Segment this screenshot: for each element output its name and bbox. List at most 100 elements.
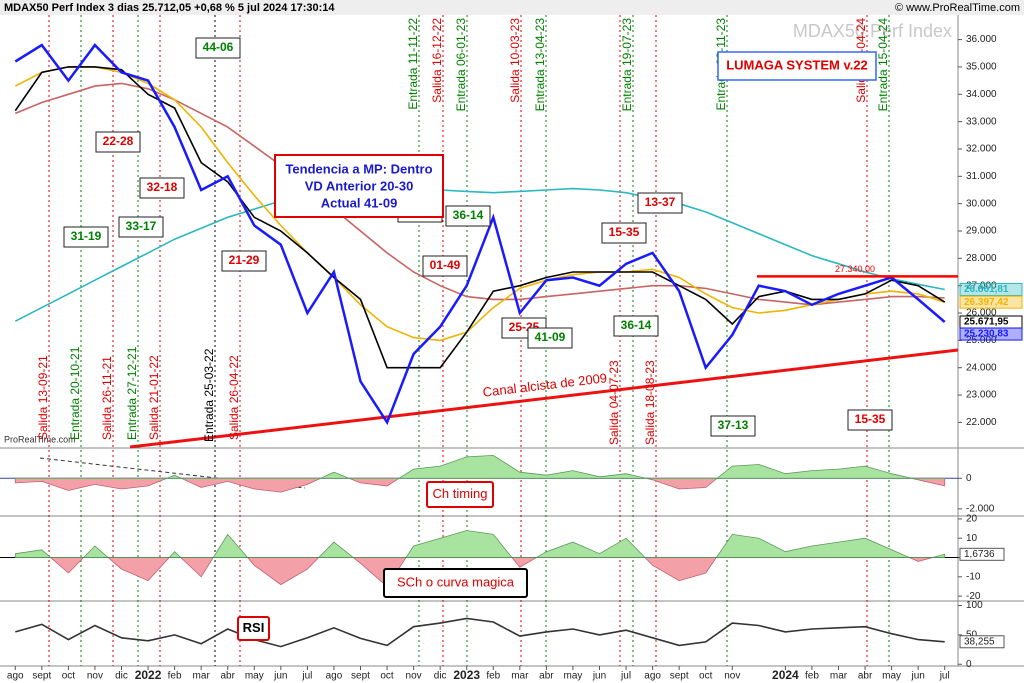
signal-box-label: 31-19 <box>71 229 102 243</box>
signal-box-label: 01-49 <box>430 258 461 272</box>
x-tick-label: oct <box>62 671 76 682</box>
signal-label: Entrada 19-07-23 <box>620 18 634 112</box>
y-tick-label: 0 <box>966 659 972 670</box>
panel-title: RSI <box>243 620 265 635</box>
x-tick-label: jun <box>910 671 924 682</box>
signal-box <box>710 415 756 437</box>
y-tick-label: 23.000 <box>966 390 997 401</box>
price-label: 26.397,42 <box>964 297 1009 308</box>
trend-box <box>274 154 444 218</box>
trend-box-line: Actual 41-09 <box>321 195 398 210</box>
signal-box-label: 15-35 <box>609 225 640 239</box>
signal-label: Entrada 20-10-21 <box>68 346 82 440</box>
value-label-box <box>959 547 1005 561</box>
y-tick-label: 35.000 <box>966 62 997 73</box>
trend-channel <box>129 348 959 449</box>
signal-box <box>847 409 893 431</box>
signal-box-label: 41-09 <box>535 330 566 344</box>
signal-label: Salida 16-12-22 <box>430 18 444 103</box>
x-tick-label: jul <box>939 671 950 682</box>
x-tick-label: dic <box>434 671 447 682</box>
price-label-box <box>959 295 1023 309</box>
signal-label: Entrada 06-01-23 <box>454 18 468 112</box>
signal-label: Entrada 25-03-22 <box>202 348 216 442</box>
indicator-line <box>15 617 945 648</box>
x-tick-label: feb <box>486 671 500 682</box>
signal-label: Entrada 11-11-22 <box>406 18 420 110</box>
signal-box-label: 22-28 <box>103 134 134 148</box>
signal-box-label: 36-14 <box>621 318 652 332</box>
y-tick-label: 33.000 <box>966 116 997 127</box>
x-tick-label: jun <box>273 671 287 682</box>
area-positive <box>14 530 946 558</box>
y-tick-label: 10 <box>966 533 978 544</box>
area-negative <box>14 479 946 493</box>
y-tick-label: 36.000 <box>966 34 997 45</box>
x-tick-label: jun <box>592 671 606 682</box>
x-tick-label: mar <box>511 671 529 682</box>
x-tick-label: abr <box>220 671 235 682</box>
price-label: 26.861,81 <box>964 284 1009 295</box>
signal-box-label: 33-17 <box>126 219 157 233</box>
signal-box <box>445 205 491 227</box>
x-tick-label: feb <box>805 671 819 682</box>
x-tick-label: jul <box>620 671 631 682</box>
series-line <box>14 187 945 322</box>
system-label: LUMAGA SYSTEM v.22 <box>726 57 868 72</box>
x-tick-label: sept <box>32 671 51 682</box>
signal-label: Salida 10-03-23 <box>508 18 522 103</box>
signal-label: Entrada 27-12-21 <box>125 346 139 440</box>
source: ProRealTime.com <box>4 434 76 444</box>
series-line <box>14 43 946 426</box>
value-label-box <box>959 635 1005 649</box>
signal-box <box>63 226 109 248</box>
signal-box-label: 36-14 <box>453 208 484 222</box>
x-tick-label: may <box>245 671 264 682</box>
y-tick-label: 0 <box>966 473 972 484</box>
signal-label: Salida 26-04-22 <box>227 355 241 440</box>
system-box <box>717 51 877 81</box>
price-label: 25.230,83 <box>964 329 1009 340</box>
signal-label: Salida 18-08-23 <box>643 360 657 445</box>
value-label: 1,6736 <box>964 549 995 560</box>
trend-box-line: Tendencia a MP: Dentro <box>285 161 432 176</box>
signal-box <box>221 250 267 272</box>
signal-box <box>422 255 468 277</box>
x-tick-label: 2024 <box>772 668 799 682</box>
x-tick-label: sept <box>670 671 689 682</box>
y-tick-label: 30.000 <box>966 198 997 209</box>
x-tick-label: nov <box>406 671 422 682</box>
x-tick-label: oct <box>380 671 394 682</box>
y-tick-label: -20 <box>966 591 981 602</box>
series-line <box>14 66 945 342</box>
trend-dashed <box>39 457 306 489</box>
area-positive <box>14 454 946 479</box>
watermark: MDAX50 Perf Index <box>793 21 952 41</box>
y-tick-label: 31.000 <box>966 171 997 182</box>
x-tick-label: nov <box>87 671 103 682</box>
x-tick-label: oct <box>699 671 713 682</box>
x-tick-label: dic <box>115 671 128 682</box>
signal-box-label: 44-06 <box>203 40 234 54</box>
y-tick-label: -10 <box>966 571 981 582</box>
y-tick-label: -2.000 <box>966 504 995 515</box>
x-tick-label: feb <box>168 671 182 682</box>
signal-box <box>601 222 647 244</box>
panel-title-box <box>237 616 270 641</box>
panel-title-box <box>383 568 528 598</box>
y-tick-label: 50 <box>966 630 978 641</box>
signal-box <box>95 131 141 153</box>
signal-box <box>527 327 573 349</box>
signal-label: Entrada 13-04-23 <box>533 18 547 112</box>
y-tick-label: 27.000 <box>966 280 997 291</box>
x-tick-label: 2023 <box>453 668 480 682</box>
x-tick-label: mar <box>830 671 848 682</box>
panel-title: Ch timing <box>433 486 488 501</box>
x-tick-label: jul <box>301 671 312 682</box>
signal-label: Salida 21-01-22 <box>147 355 161 440</box>
x-tick-label: may <box>882 671 901 682</box>
price-label-box <box>959 282 1023 296</box>
signal-label: Salida 04-07-23 <box>607 360 621 445</box>
area-negative <box>50 558 933 588</box>
